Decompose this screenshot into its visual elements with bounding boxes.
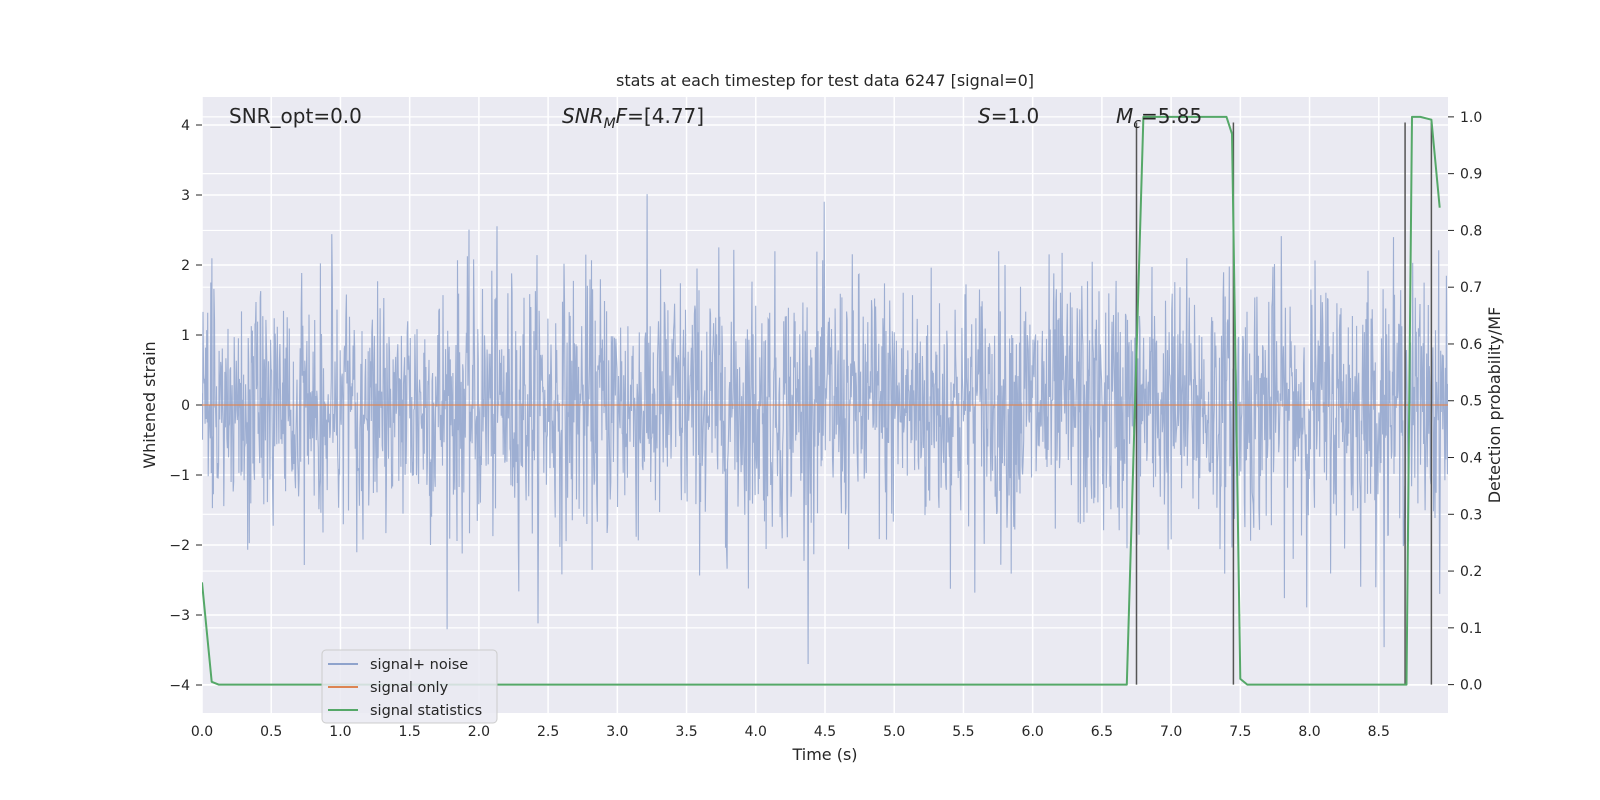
- s-variable: S: [978, 104, 991, 128]
- signal-statistics-line: [202, 115, 1441, 686]
- y2-tick-label: 0.2: [1460, 564, 1482, 580]
- x-tick-label: 0.0: [191, 724, 213, 740]
- legend-label-signal-statistics: signal statistics: [370, 703, 482, 719]
- s-value: =1.0: [991, 104, 1040, 128]
- x-tick-label: 7.0: [1160, 724, 1182, 740]
- y2-tick-label: 0.4: [1460, 451, 1482, 467]
- y2-tick-label: 0.7: [1460, 280, 1482, 296]
- x-tick-label: 8.0: [1298, 724, 1320, 740]
- y-tick-label: −1: [169, 468, 190, 484]
- x-axis-label: Time (s): [791, 745, 857, 764]
- annotation-s: S=1.0: [978, 104, 1039, 128]
- x-tick-label: 2.0: [468, 724, 490, 740]
- legend-label-signal-only: signal only: [370, 680, 449, 696]
- snr-mf-subscript: M: [604, 116, 616, 132]
- y2-axis-label: Detection probability/MF: [1485, 307, 1504, 504]
- y2-tick-label: 0.1: [1460, 621, 1482, 637]
- x-tick-label: 3.5: [675, 724, 697, 740]
- x-tick-label: 1.5: [399, 724, 421, 740]
- x-tick-label: 1.0: [329, 724, 351, 740]
- x-tick-label: 0.5: [260, 724, 282, 740]
- mc-value: =5.85: [1141, 104, 1202, 128]
- y-tick-label: 0: [181, 398, 190, 414]
- y2-tick-label: 0.8: [1460, 223, 1482, 239]
- mc-variable: M: [1116, 104, 1133, 128]
- tick-labels: 0.0 0.5 1.0 1.5 2.0 2.5 3.0 3.5 4.0 4.5 5.0 5.5 6.0 6…: [169, 110, 1482, 740]
- x-tick-label: 5.0: [883, 724, 905, 740]
- y2-tick-label: 1.0: [1460, 110, 1482, 126]
- y-tick-label: −3: [169, 608, 190, 624]
- y2-tick-label: 0.9: [1460, 167, 1482, 183]
- legend: signal+ noise signal only signal statist…: [321, 649, 498, 724]
- y-tick-label: 3: [181, 188, 190, 204]
- x-tick-label: 6.5: [1091, 724, 1113, 740]
- data-layer: [202, 115, 1448, 686]
- annotation-snr-opt: SNR_opt=0.0: [229, 104, 362, 128]
- signal-noise-line: [202, 194, 1448, 665]
- y2-tick-label: 0.0: [1460, 678, 1482, 694]
- x-tick-label: 4.0: [745, 724, 767, 740]
- annotation-snr-mf: SNRMF=[4.77]: [562, 104, 704, 132]
- y-tick-label: 4: [181, 118, 190, 134]
- y-tick-label: −4: [169, 678, 190, 694]
- y2-tick-label: 0.6: [1460, 337, 1482, 353]
- snr-mf-variable: SNR: [562, 104, 604, 128]
- x-tick-label: 5.5: [952, 724, 974, 740]
- y2-tick-label: 0.3: [1460, 507, 1482, 523]
- chart-title: stats at each timestep for test data 624…: [616, 71, 1034, 90]
- y2-tick-label: 0.5: [1460, 394, 1482, 410]
- legend-box: [321, 649, 498, 724]
- y-tick-label: 2: [181, 258, 190, 274]
- mc-subscript: c: [1133, 116, 1141, 132]
- annotation-mc: Mc=5.85: [1116, 104, 1202, 132]
- legend-label-signal-noise: signal+ noise: [370, 657, 468, 673]
- x-tick-label: 4.5: [814, 724, 836, 740]
- y-axis-label: Whitened strain: [140, 341, 159, 468]
- x-tick-label: 7.5: [1229, 724, 1251, 740]
- snr-mf-value: =[4.77]: [627, 104, 704, 128]
- x-tick-label: 8.5: [1368, 724, 1390, 740]
- snr-mf-variable-2: F: [616, 104, 628, 128]
- y-tick-label: −2: [169, 538, 190, 554]
- x-tick-label: 3.0: [606, 724, 628, 740]
- y-tick-label: 1: [181, 328, 190, 344]
- x-tick-label: 2.5: [537, 724, 559, 740]
- x-tick-label: 6.0: [1022, 724, 1044, 740]
